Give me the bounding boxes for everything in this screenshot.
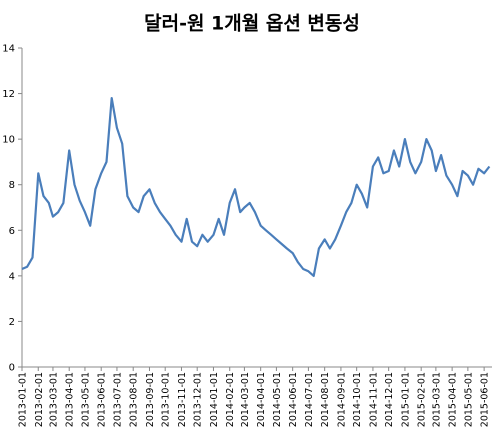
x-tick-label: 2014-10-01 [352,372,363,427]
y-tick-label: 6 [9,226,15,237]
x-tick-label: 2013-08-01 [129,372,140,427]
y-tick-label: 10 [2,135,15,146]
x-tick-label: 2015-06-01 [480,372,491,427]
x-tick-label: 2014-03-01 [240,372,251,427]
y-tick-label: 12 [2,89,15,100]
x-tick-label: 2014-09-01 [336,372,347,427]
x-tick-label: 2013-02-01 [34,372,45,427]
y-tick-label: 14 [2,44,15,55]
x-tick-label: 2015-05-01 [463,372,474,427]
x-tick-label: 2013-07-01 [112,372,123,427]
x-tick-label: 2014-02-01 [225,372,236,427]
x-tick-label: 2013-06-01 [97,372,108,427]
x-tick-label: 2014-01-01 [209,372,220,427]
x-tick-label: 2013-11-01 [177,372,188,427]
x-tick-label: 2013-01-01 [18,372,29,427]
x-tick-label: 2015-04-01 [448,372,459,427]
x-tick-label: 2013-10-01 [161,372,172,427]
x-tick-label: 2013-09-01 [145,372,156,427]
y-tick-label: 8 [9,180,15,191]
y-tick-label: 2 [9,317,15,328]
x-tick-label: 2014-12-01 [384,372,395,427]
x-tick-label: 2015-02-01 [417,372,428,427]
x-tick-label: 2014-07-01 [304,372,315,427]
chart-title: 달러-원 1개월 옵션 변동성 [144,13,360,35]
x-tick-label: 2013-03-01 [48,372,59,427]
line-series [21,96,491,277]
x-tick-label: 2014-11-01 [368,372,379,427]
x-tick-label: 2014-04-01 [256,372,267,427]
x-tick-label: 2014-05-01 [272,372,283,427]
x-tick-label: 2013-04-01 [65,372,76,427]
y-tick-label: 4 [9,271,15,282]
x-tick-label: 2014-08-01 [320,372,331,427]
x-tick-label: 2015-03-01 [431,372,442,427]
x-tick-label: 2015-01-01 [400,372,411,427]
x-tick-label: 2013-05-01 [80,372,91,427]
x-tick-label: 2014-06-01 [288,372,299,427]
x-tick-label: 2013-12-01 [193,372,204,427]
y-tick-label: 0 [9,363,15,374]
